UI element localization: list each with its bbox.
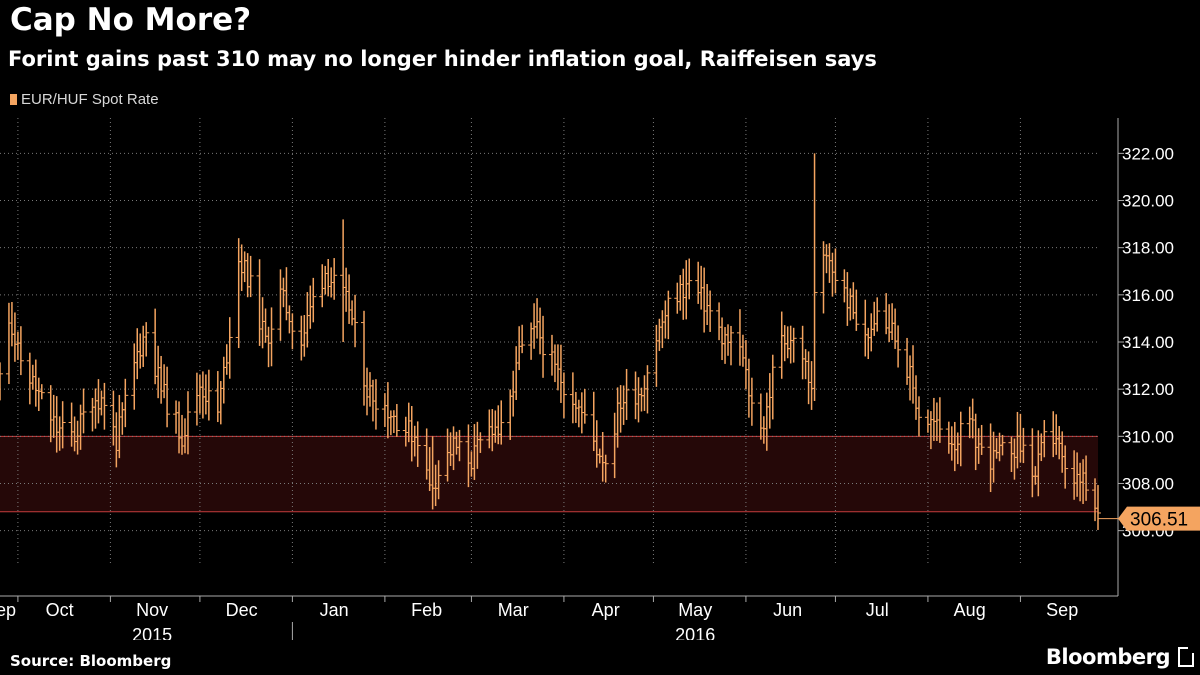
y-tick-label: 308.00 <box>1122 474 1174 493</box>
x-tick-label: May <box>678 600 712 620</box>
y-tick-label: 314.00 <box>1122 333 1174 352</box>
y-tick-label: 316.00 <box>1122 286 1174 305</box>
y-tick-label: 322.00 <box>1122 144 1174 163</box>
legend-label: EUR/HUF Spot Rate <box>21 91 159 108</box>
x-year-label: 2015 <box>132 625 172 640</box>
x-tick-label: Jan <box>320 600 349 620</box>
last-value-badge <box>1118 506 1200 531</box>
x-tick-label: Jun <box>773 600 802 620</box>
brand-icon <box>1178 647 1194 667</box>
y-tick-label: 318.00 <box>1122 239 1174 258</box>
x-tick-label: Mar <box>498 600 529 620</box>
x-tick-label: Sep <box>0 600 16 620</box>
chart-canvas: 306.00308.00310.00312.00314.00316.00318.… <box>0 118 1200 640</box>
cap-band <box>0 436 1098 512</box>
x-tick-label: Oct <box>46 600 74 620</box>
x-tick-label: Feb <box>411 600 442 620</box>
x-year-label: 2016 <box>675 625 715 640</box>
chart-subtitle: Forint gains past 310 may no longer hind… <box>8 47 877 71</box>
x-tick-label: Dec <box>226 600 258 620</box>
last-value-label: 306.51 <box>1130 510 1188 531</box>
legend-swatch <box>10 94 17 105</box>
y-tick-label: 312.00 <box>1122 380 1174 399</box>
legend: EUR/HUF Spot Rate <box>10 91 159 108</box>
x-tick-label: Aug <box>954 600 986 620</box>
brand-logo: Bloomberg <box>1046 645 1194 669</box>
brand-name: Bloomberg <box>1045 645 1171 669</box>
x-tick-label: Apr <box>592 600 620 620</box>
y-tick-label: 310.00 <box>1122 427 1174 446</box>
chart-title: Cap No More? <box>10 2 252 38</box>
x-tick-label: Jul <box>866 600 889 620</box>
x-tick-label: Sep <box>1046 600 1078 620</box>
x-tick-label: Nov <box>136 600 168 620</box>
source-note: Source: Bloomberg <box>10 652 172 670</box>
y-tick-label: 320.00 <box>1122 192 1174 211</box>
